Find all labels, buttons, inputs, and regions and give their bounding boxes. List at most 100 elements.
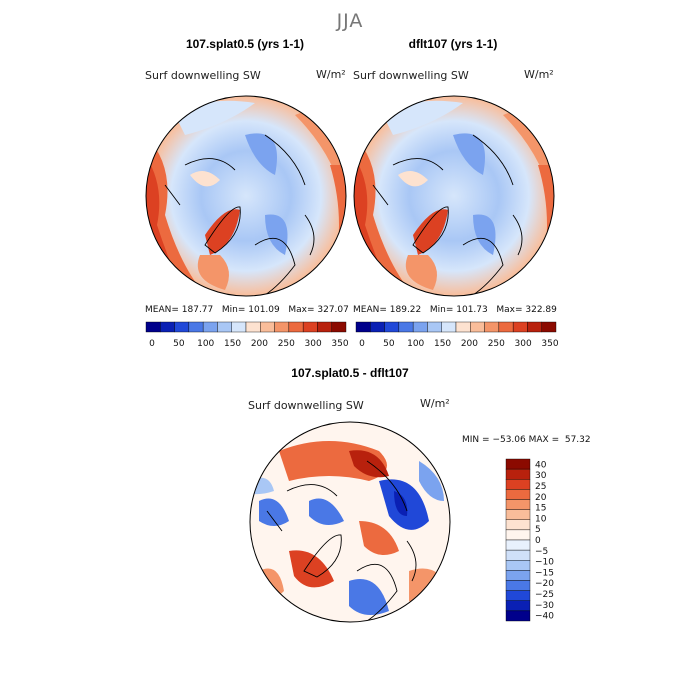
panel2-colorbar-tick: 100 — [407, 339, 424, 349]
panel2-coastlines — [372, 134, 523, 296]
diff-colorbar-tick: 5 — [535, 525, 541, 535]
diff-border — [249, 421, 451, 623]
diff-colorbar-tick: 0 — [535, 536, 541, 546]
panel1-min-label: Min= — [221, 305, 246, 315]
diff-colorbar-tick: −40 — [535, 612, 554, 622]
panel1-title: 107.splat0.5 (yrs 1-1) — [185, 37, 305, 51]
panel1-mean-label: MEAN= — [145, 305, 179, 315]
diff-colorbar-swatch — [505, 580, 531, 591]
diff-colorbar-swatch — [505, 539, 531, 551]
diff-units: W/m² — [420, 397, 450, 410]
panel2-colorbar-tick: 50 — [383, 339, 395, 349]
panel2-colorbar-swatch — [541, 321, 557, 333]
panel2-max-label: Max= — [496, 305, 523, 315]
panel1-colorbar-swatch — [202, 321, 218, 333]
panel2-colorbar-swatch — [455, 321, 471, 333]
diff-stats: MIN = −53.06 MAX = 57.32 — [462, 435, 591, 445]
panel2-colorbar-tick: 0 — [359, 339, 365, 349]
panel1-min: 101.09 — [248, 305, 280, 315]
diff-colorbar-tick: −30 — [535, 601, 554, 611]
panel2-variable: Surf downwelling SW — [353, 69, 469, 82]
panel1-border — [145, 95, 347, 297]
panel2-colorbar-tick: 350 — [541, 339, 558, 349]
diff-min: −53.06 — [492, 435, 526, 445]
panel2-colorbar-swatch — [512, 321, 528, 333]
panel2-colorbar-swatch — [470, 321, 485, 333]
panel1-colorbar-swatch — [331, 321, 347, 333]
diff-coastlines — [266, 460, 417, 622]
diff-colorbar-swatch — [505, 468, 531, 480]
panel2-colorbar-swatch — [370, 321, 385, 333]
panel1-colorbar-tick: 300 — [305, 339, 322, 349]
panel2-border — [353, 95, 555, 297]
panel1-colorbar-tick: 50 — [173, 339, 185, 349]
panel1-mean: 187.77 — [181, 305, 214, 315]
diff-colorbar-tick: −25 — [535, 590, 554, 600]
diff-map — [249, 421, 451, 623]
diff-colorbar-tick: −20 — [535, 579, 554, 589]
panel2-colorbar-tick: 200 — [461, 339, 478, 349]
panel2-colorbar-tick: 250 — [488, 339, 505, 349]
diff-colorbar-tick: 10 — [535, 514, 547, 524]
diff-colorbar-tick: 25 — [535, 482, 546, 492]
panel2-colorbar: 0 50 100 150 200 250 300 350 — [355, 321, 559, 349]
diff-colorbar-swatch — [505, 549, 531, 561]
panel1-stats: MEAN= 187.77 Min= 101.09 Max= 327.07 — [145, 305, 349, 315]
diff-colorbar-tick: −10 — [535, 558, 554, 568]
panel2-colorbar-swatch — [355, 321, 371, 333]
diff-colorbar-tick: 40 — [535, 460, 547, 470]
panel1-colorbar-swatch — [160, 321, 175, 333]
diff-colorbar-swatch — [505, 570, 531, 581]
diff-colorbar-swatch — [505, 529, 531, 541]
panel1-colorbar-tick: 350 — [331, 339, 348, 349]
season-title: JJA — [336, 10, 364, 32]
panel1-colorbar-tick: 250 — [278, 339, 295, 349]
diff-colorbar-tick: 30 — [535, 471, 547, 481]
panel2-mean: 189.22 — [389, 305, 422, 315]
panel2-stats: MEAN= 189.22 Min= 101.73 Max= 322.89 — [353, 305, 557, 315]
panel1-colorbar-swatch — [288, 321, 304, 333]
panel1-colorbar-tick: 150 — [224, 339, 241, 349]
panel1-colorbar: 0 50 100 150 200 250 300 350 — [145, 321, 349, 349]
panel2-colorbar-swatch — [384, 321, 400, 333]
diff-colorbar-swatch — [505, 560, 531, 571]
panel2-colorbar-tick: 150 — [434, 339, 451, 349]
panel1-max: 327.07 — [317, 305, 349, 315]
diff-colorbar-tick: 15 — [535, 504, 546, 514]
panel1-colorbar-tick: 200 — [251, 339, 268, 349]
panel2-max: 322.89 — [525, 305, 557, 315]
panel2-colorbar-tick: 300 — [515, 339, 532, 349]
panel1-colorbar-swatch — [260, 321, 275, 333]
diff-colorbar-swatch — [505, 519, 531, 531]
diff-colorbar-swatch — [505, 489, 531, 500]
diff-colorbar-tick: −5 — [535, 547, 548, 557]
panel1-colorbar-swatch — [245, 321, 261, 333]
panel2-colorbar-swatch — [441, 321, 457, 333]
panel1-units: W/m² — [316, 68, 346, 81]
panel1-max-label: Max= — [288, 305, 315, 315]
panel1-colorbar-swatch — [317, 321, 332, 333]
diff-variable: Surf downwelling SW — [248, 399, 364, 412]
diff-colorbar-swatch — [505, 610, 531, 622]
panel1-colorbar-swatch — [231, 321, 247, 333]
diff-max: 57.32 — [564, 435, 591, 445]
diff-colorbar-swatch — [505, 600, 531, 612]
diff-colorbar-swatch — [505, 509, 531, 520]
panel2-title: dflt107 (yrs 1-1) — [408, 37, 498, 51]
diff-colorbar-tick: 20 — [535, 493, 547, 503]
diff-colorbar-swatch — [505, 590, 531, 601]
panel2-min-label: Min= — [429, 305, 454, 315]
panel2-colorbar-swatch — [412, 321, 428, 333]
panel2-colorbar-swatch — [398, 321, 414, 333]
diff-min-label: MIN = — [462, 435, 490, 445]
panel1-map — [145, 95, 347, 297]
panel1-colorbar-swatch — [302, 321, 318, 333]
diff-colorbar-swatch — [505, 499, 531, 510]
panel1-colorbar-swatch — [174, 321, 190, 333]
panel2-colorbar-swatch — [527, 321, 542, 333]
panel1-variable: Surf downwelling SW — [145, 69, 261, 82]
panel2-colorbar-swatch — [427, 321, 442, 333]
panel1-colorbar-swatch — [274, 321, 290, 333]
panel1-colorbar-swatch — [188, 321, 204, 333]
